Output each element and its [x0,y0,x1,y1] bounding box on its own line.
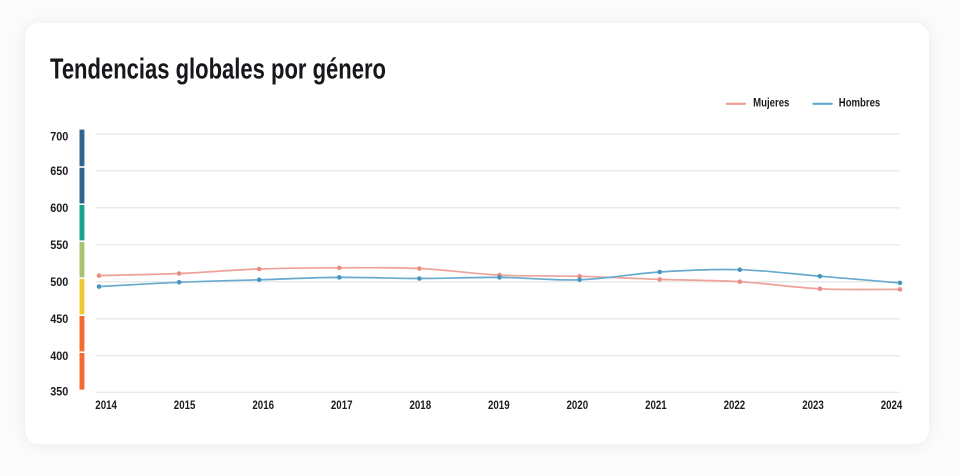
svg-text:Mujeres: Mujeres [753,96,790,110]
svg-text:Tendencias globales por género: Tendencias globales por género [50,54,386,86]
svg-text:2020: 2020 [567,398,589,412]
svg-text:2021: 2021 [645,398,667,412]
svg-text:650: 650 [50,166,68,178]
svg-text:700: 700 [50,132,68,144]
svg-text:450: 450 [50,314,68,326]
svg-text:Hombres: Hombres [839,96,881,110]
svg-text:2024: 2024 [881,398,903,412]
svg-text:2017: 2017 [331,398,353,412]
svg-text:600: 600 [50,203,68,215]
svg-text:2022: 2022 [724,398,746,412]
svg-text:2023: 2023 [802,398,824,412]
svg-text:2015: 2015 [174,398,196,412]
svg-text:2016: 2016 [252,398,274,412]
svg-text:550: 550 [50,240,68,252]
svg-text:2018: 2018 [410,398,432,412]
svg-text:2014: 2014 [95,398,117,412]
svg-text:400: 400 [50,351,68,363]
svg-text:350: 350 [50,387,68,399]
svg-text:2019: 2019 [488,398,510,412]
svg-text:500: 500 [50,277,68,289]
